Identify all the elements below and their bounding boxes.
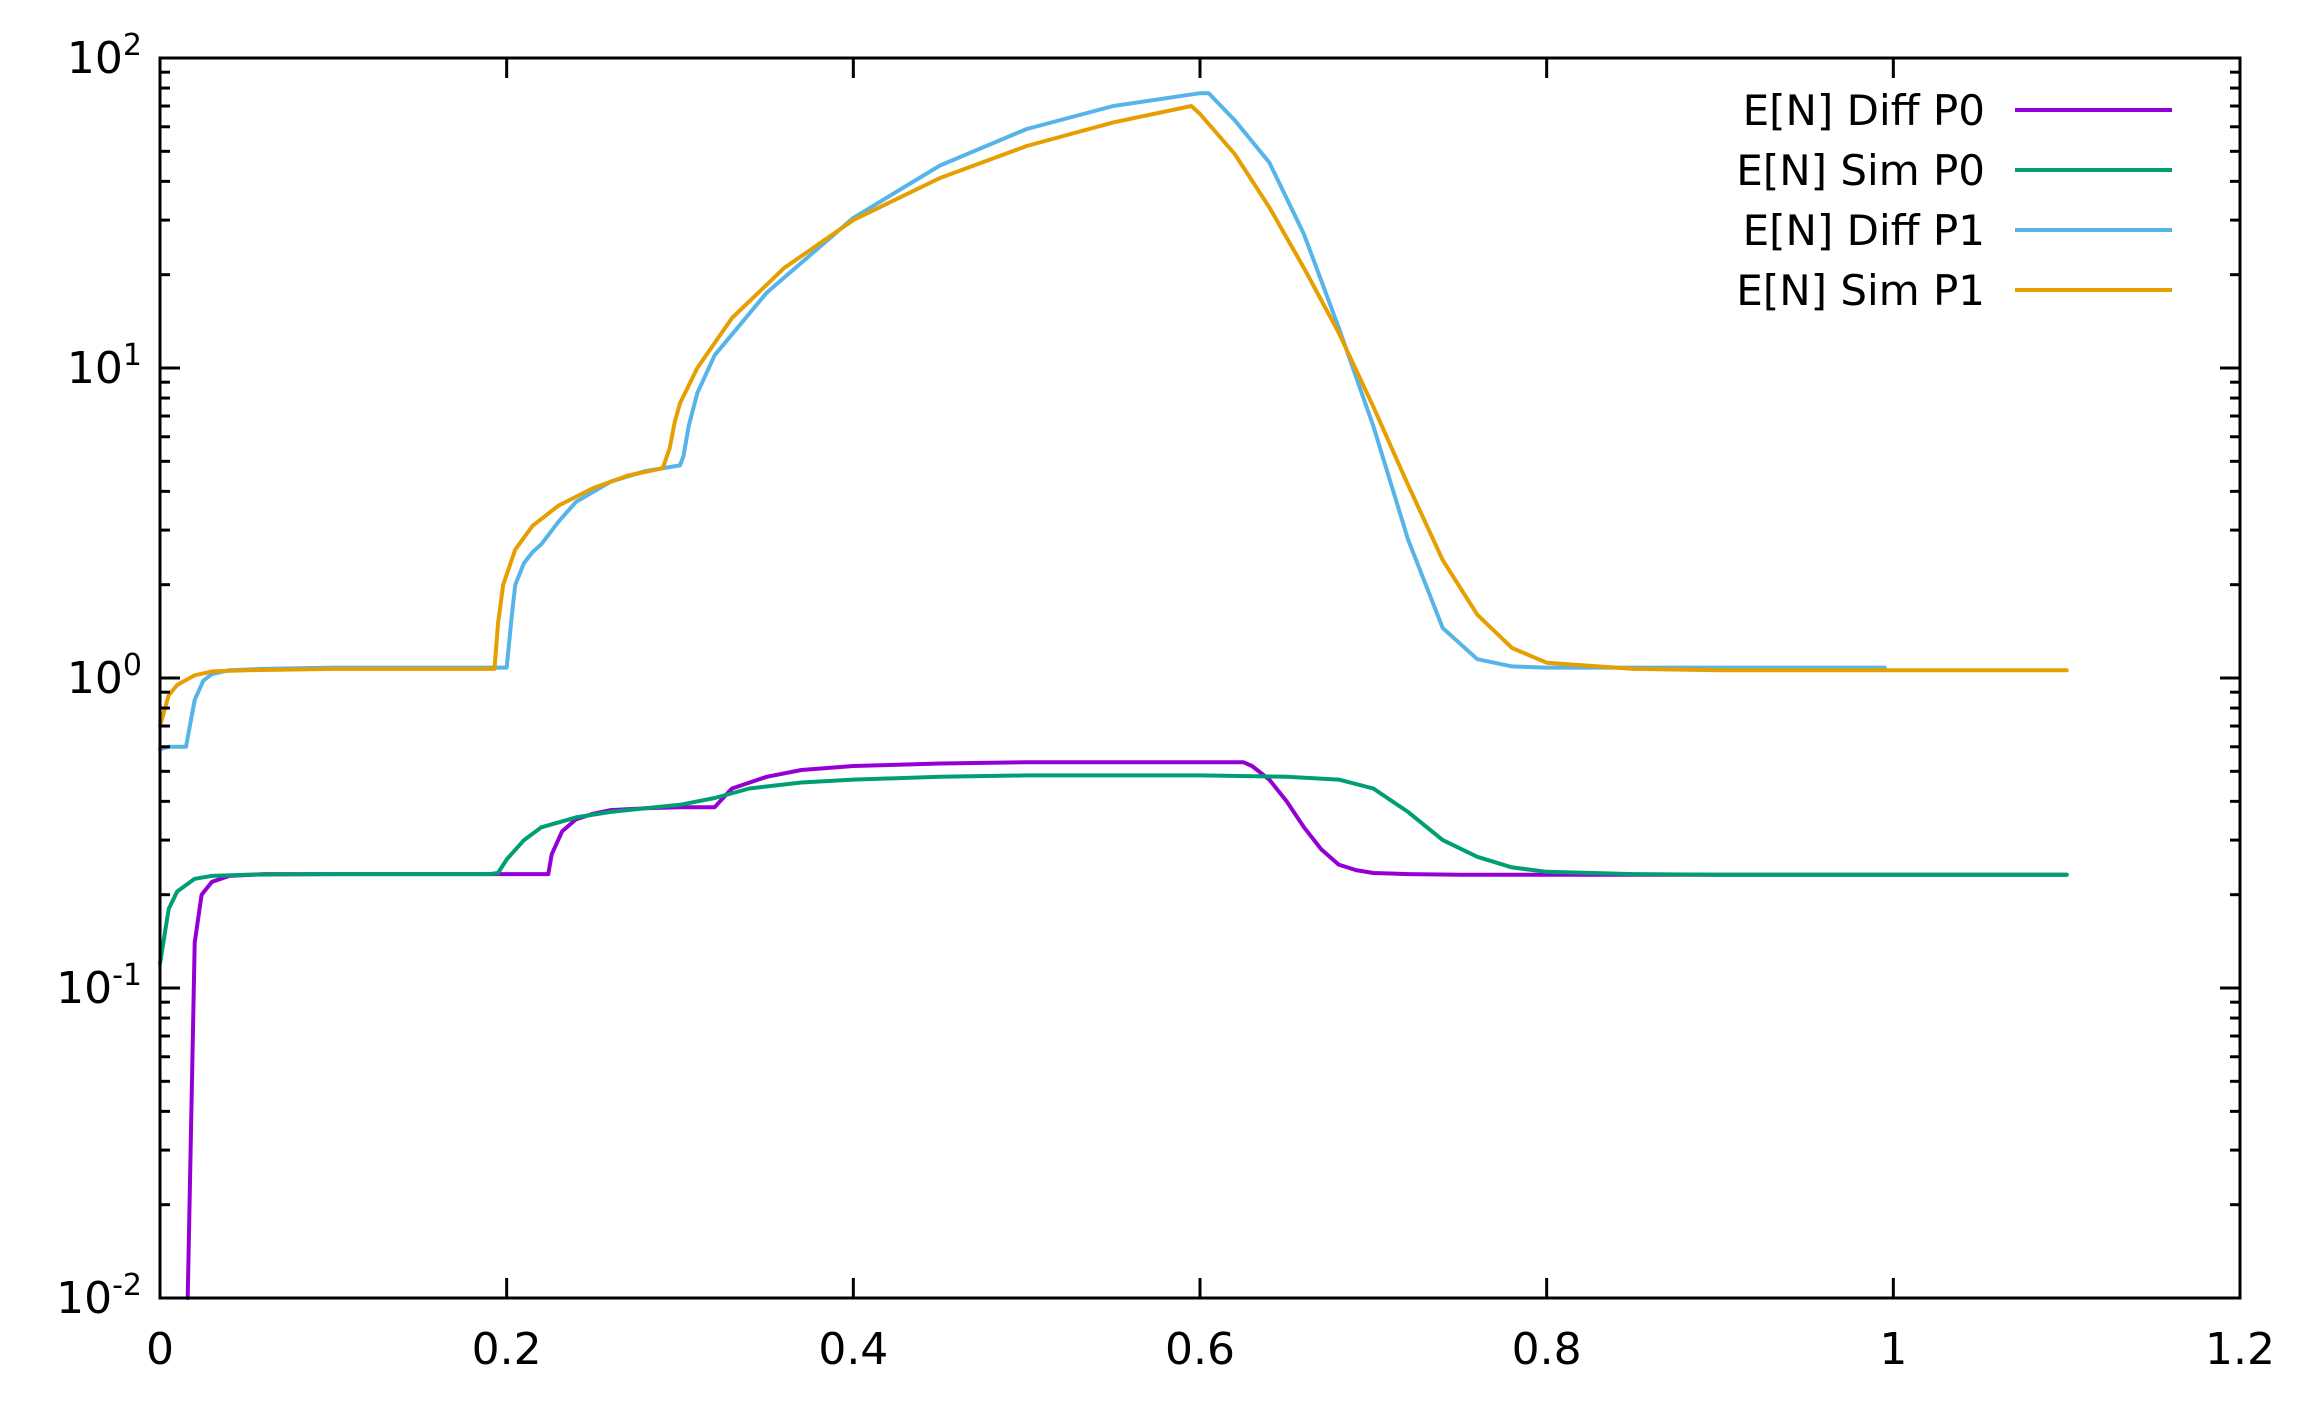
x-axis-tick-labels: 0 0.2 0.4 0.6 0.8 1 1.2 (146, 1324, 2275, 1375)
series-line-3 (158, 104, 2069, 728)
y-tick-label: 102 (67, 28, 142, 84)
plot-lines (158, 91, 2069, 1300)
series-line-2 (158, 91, 1887, 751)
legend: E[N] Diff P0 E[N] Sim P0 E[N] Diff P1 E[N] … (1736, 86, 2172, 315)
series-line-1 (158, 773, 2069, 966)
x-tick-label: 0.8 (1512, 1324, 1582, 1375)
legend-label-2: E[N] Diff P1 (1743, 206, 1985, 255)
y-tick-label: 100 (67, 648, 142, 704)
y-tick-label: 10-2 (56, 1268, 142, 1324)
axis-ticks (158, 56, 2242, 1300)
x-tick-label: 0 (146, 1324, 174, 1375)
x-tick-label: 1.2 (2205, 1324, 2275, 1375)
x-tick-label: 0.6 (1165, 1324, 1235, 1375)
legend-label-1: E[N] Sim P0 (1736, 146, 1985, 195)
y-tick-label: 101 (67, 338, 142, 394)
y-tick-label: 10-1 (56, 958, 142, 1014)
legend-label-0: E[N] Diff P0 (1743, 86, 1985, 135)
y-axis-tick-labels: 10-2 10-1 100 101 102 (56, 28, 142, 1324)
x-tick-label: 0.2 (472, 1324, 542, 1375)
series-line-0 (185, 760, 2069, 1300)
legend-label-3: E[N] Sim P1 (1736, 266, 1985, 315)
x-tick-label: 0.4 (818, 1324, 888, 1375)
x-tick-label: 1 (1879, 1324, 1907, 1375)
